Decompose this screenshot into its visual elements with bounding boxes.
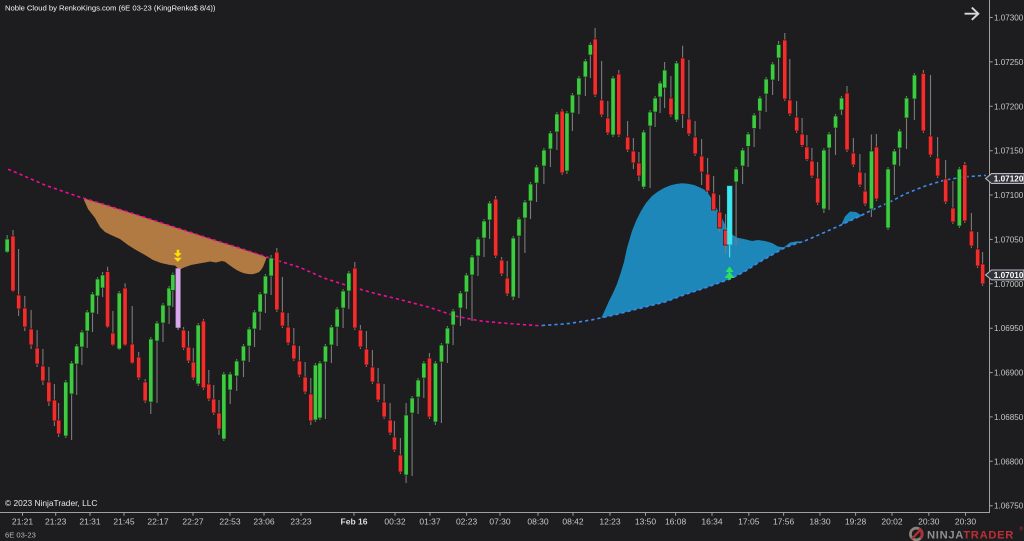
svg-text:Feb 16: Feb 16 [341, 516, 368, 526]
svg-text:22:17: 22:17 [147, 516, 169, 526]
svg-text:Noble Cloud by RenkoKings.com: Noble Cloud by RenkoKings.com (6E 03-23 … [5, 3, 216, 12]
svg-text:16:08: 16:08 [665, 516, 687, 526]
svg-text:02:23: 02:23 [456, 516, 478, 526]
svg-text:12:23: 12:23 [599, 516, 621, 526]
svg-text:18:30: 18:30 [809, 516, 831, 526]
svg-text:08:42: 08:42 [562, 516, 584, 526]
svg-text:17:56: 17:56 [773, 516, 795, 526]
svg-text:© 2023 NinjaTrader, LLC: © 2023 NinjaTrader, LLC [5, 498, 97, 508]
svg-text:13:50: 13:50 [635, 516, 657, 526]
svg-text:®: ® [1020, 526, 1024, 533]
svg-text:22:27: 22:27 [182, 516, 204, 526]
svg-text:00:32: 00:32 [384, 516, 406, 526]
svg-text:21:45: 21:45 [113, 516, 135, 526]
svg-text:1.07250: 1.07250 [994, 58, 1024, 67]
svg-text:1.06950: 1.06950 [994, 324, 1024, 333]
svg-text:16:34: 16:34 [701, 516, 723, 526]
svg-text:21:23: 21:23 [45, 516, 67, 526]
svg-text:1.06800: 1.06800 [994, 457, 1024, 466]
svg-text:1.07010: 1.07010 [994, 271, 1024, 280]
svg-text:19:28: 19:28 [845, 516, 867, 526]
svg-text:1.07300: 1.07300 [994, 14, 1024, 23]
svg-text:08:30: 08:30 [527, 516, 549, 526]
svg-text:1.06750: 1.06750 [994, 502, 1024, 511]
svg-text:22:53: 22:53 [219, 516, 241, 526]
svg-text:17:05: 17:05 [738, 516, 760, 526]
svg-text:20:30: 20:30 [955, 516, 977, 526]
svg-text:1.07120: 1.07120 [994, 175, 1024, 184]
svg-text:1.07200: 1.07200 [994, 102, 1024, 111]
svg-text:6E 03-23: 6E 03-23 [5, 531, 36, 540]
svg-text:01:37: 01:37 [419, 516, 441, 526]
svg-text:21:31: 21:31 [79, 516, 101, 526]
svg-text:20:02: 20:02 [881, 516, 903, 526]
svg-text:1.07100: 1.07100 [994, 191, 1024, 200]
svg-text:1.06900: 1.06900 [994, 369, 1024, 378]
svg-text:1.07000: 1.07000 [994, 280, 1024, 289]
svg-text:23:23: 23:23 [290, 516, 312, 526]
svg-text:20:30: 20:30 [918, 516, 940, 526]
svg-text:21:21: 21:21 [12, 516, 34, 526]
svg-text:23:06: 23:06 [253, 516, 275, 526]
svg-text:07:30: 07:30 [489, 516, 511, 526]
svg-text:1.07050: 1.07050 [994, 235, 1024, 244]
svg-text:1.06850: 1.06850 [994, 413, 1024, 422]
svg-text:NINJATRADER: NINJATRADER [927, 530, 1014, 541]
svg-text:1.07150: 1.07150 [994, 147, 1024, 156]
